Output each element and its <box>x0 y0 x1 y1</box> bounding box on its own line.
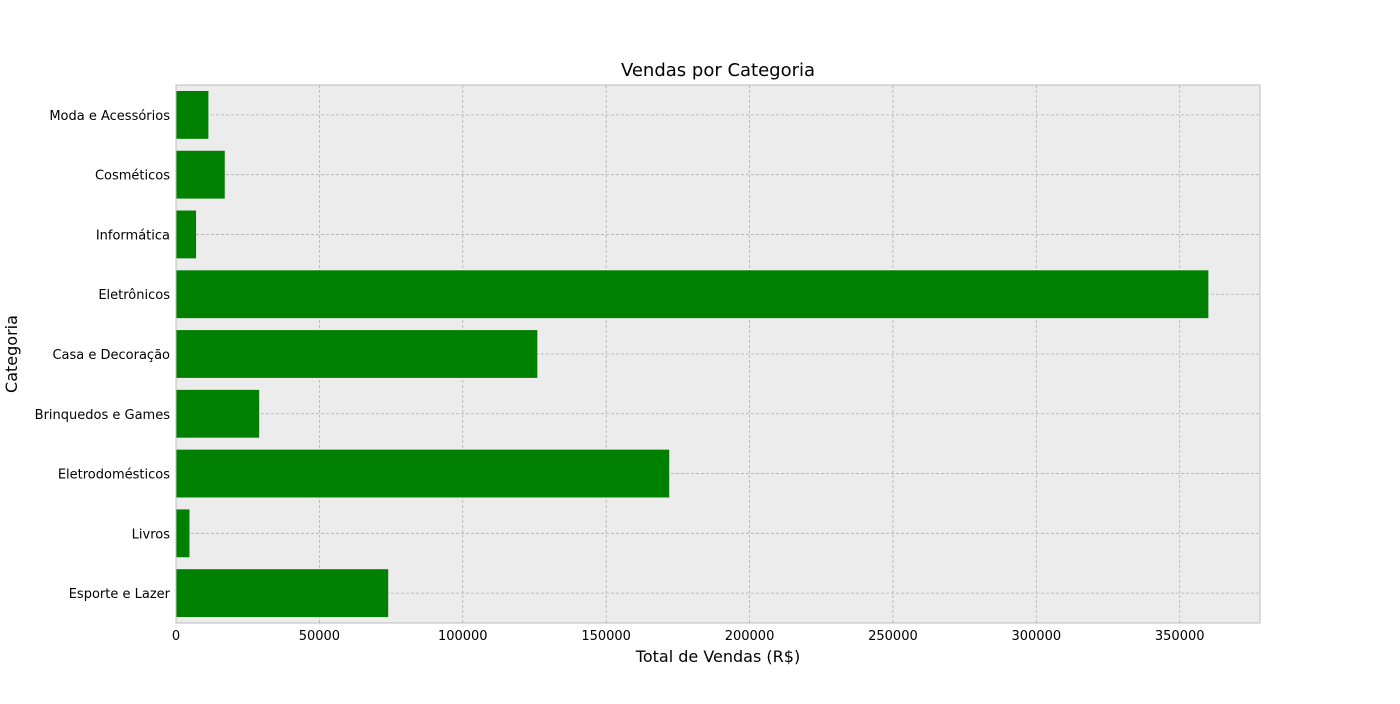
y-tick-label: Brinquedos e Games <box>35 408 171 423</box>
x-tick-label: 100000 <box>438 629 488 644</box>
y-tick-label: Moda e Acessórios <box>49 109 170 124</box>
x-tick-label: 0 <box>172 629 180 644</box>
x-tick-label: 250000 <box>868 629 918 644</box>
x-tick-label: 200000 <box>725 629 775 644</box>
y-tick-label: Cosméticos <box>95 169 170 184</box>
x-tick-label: 300000 <box>1011 629 1061 644</box>
y-tick-label: Livros <box>132 527 171 542</box>
bar <box>176 330 538 378</box>
plot-frame <box>175 84 1261 624</box>
bar <box>176 449 670 498</box>
bar <box>176 270 1209 319</box>
bar <box>176 150 225 199</box>
bars <box>176 90 1209 618</box>
y-tick-label: Casa e Decoração <box>52 348 170 363</box>
y-tick-label: Esporte e Lazer <box>69 587 171 602</box>
x-tick-label: 150000 <box>581 629 631 644</box>
bar <box>176 569 389 618</box>
y-axis-label: Categoria <box>2 315 21 393</box>
bar <box>176 509 190 558</box>
y-tick-labels: Esporte e Lazer Livros Eletrodomésticos Bri… <box>35 109 171 602</box>
x-tick-labels: 0 50000 100000 150000 200000 250000 300000 3500… <box>172 629 1205 644</box>
y-tick-label: Informática <box>96 228 170 243</box>
bar <box>176 90 209 139</box>
x-tick-label: 350000 <box>1155 629 1205 644</box>
y-tick-label: Eletrodomésticos <box>58 468 170 483</box>
y-tick-label: Eletrônicos <box>98 288 170 303</box>
x-axis-label: Total de Vendas (R$) <box>635 647 800 666</box>
x-tick-label: 50000 <box>299 629 340 644</box>
bar <box>176 389 260 438</box>
bar <box>176 210 197 259</box>
chart-title: Vendas por Categoria <box>621 60 815 81</box>
